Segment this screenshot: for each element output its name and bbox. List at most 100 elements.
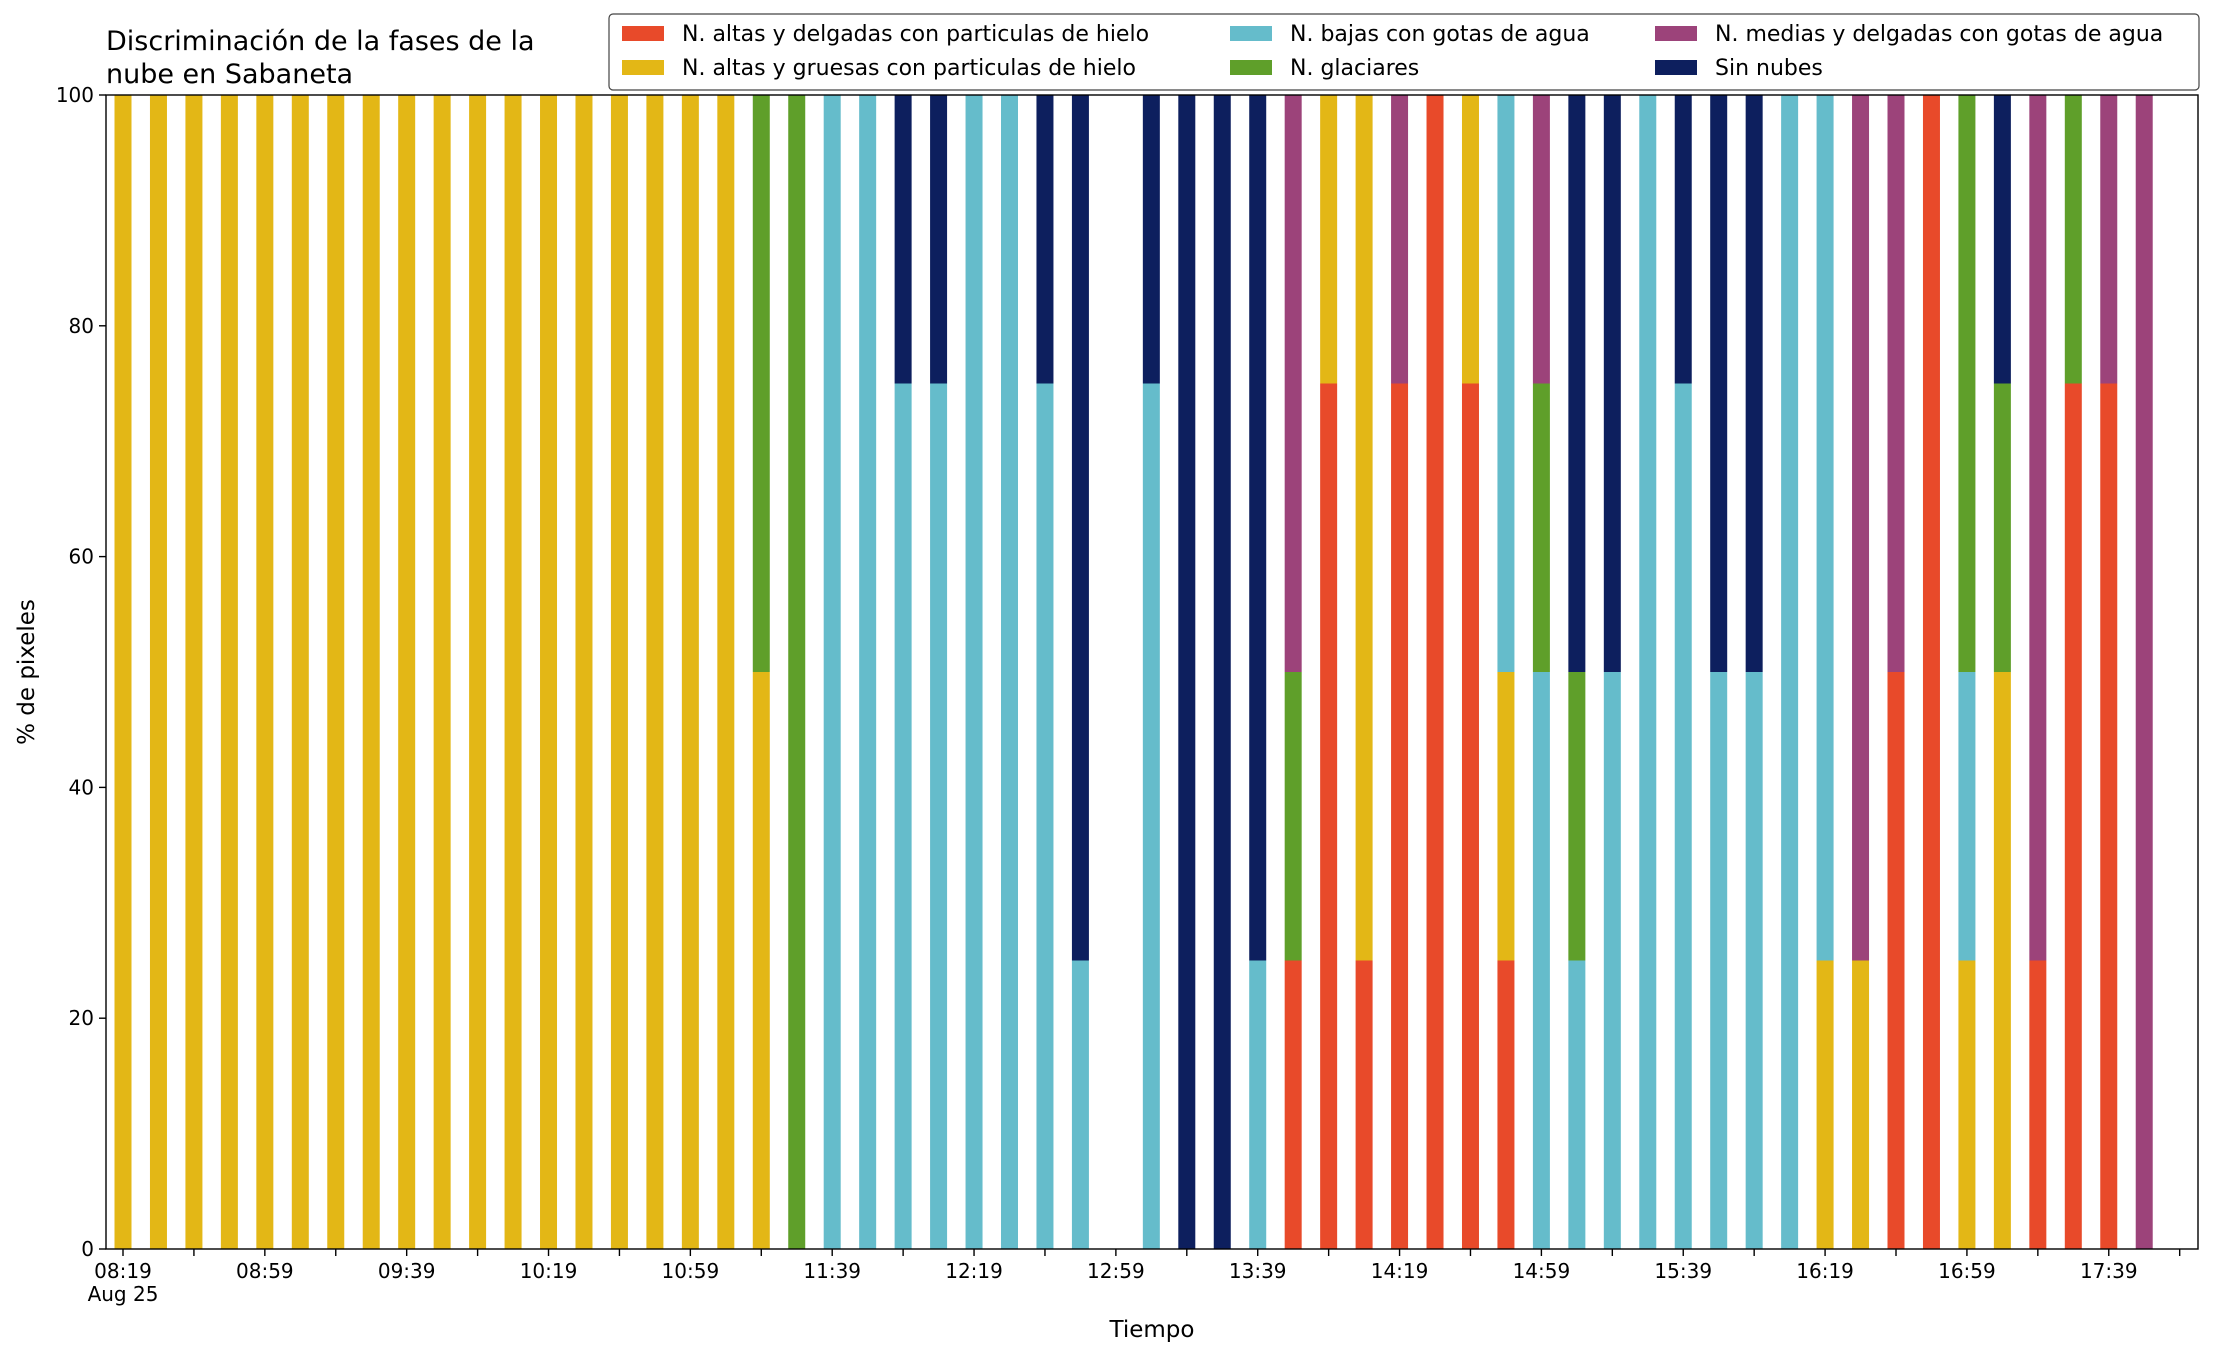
bar-segment bbox=[1958, 95, 1976, 672]
x-tick-label: 15:39 bbox=[1654, 1259, 1712, 1283]
bar-segment bbox=[1993, 95, 2011, 384]
bar-segment bbox=[1355, 960, 1373, 1249]
bar-segment bbox=[1639, 95, 1657, 1249]
bar-segment bbox=[1568, 672, 1586, 961]
bar-segment bbox=[1745, 95, 1763, 672]
bar-segment bbox=[859, 95, 877, 1249]
bar-segment bbox=[1532, 672, 1550, 1249]
y-axis-label: % de pixeles bbox=[14, 599, 40, 745]
bar-segment bbox=[1922, 95, 1940, 1249]
bar-segment bbox=[1249, 95, 1267, 961]
bar-segment bbox=[575, 95, 593, 1249]
bar-segment bbox=[646, 95, 664, 1249]
chart-title: Discriminación de la fases de la bbox=[106, 26, 535, 57]
bar-segment bbox=[433, 95, 451, 1249]
bar-segment bbox=[1001, 95, 1018, 1249]
bar-segment bbox=[1745, 672, 1763, 1249]
bar-segment bbox=[1816, 960, 1834, 1249]
x-tick-label: 12:19 bbox=[945, 1259, 1003, 1283]
bar-segment bbox=[1993, 672, 2011, 1249]
bar-segment bbox=[894, 95, 912, 384]
legend-label: N. altas y gruesas con particulas de hie… bbox=[682, 56, 1136, 81]
x-axis-label: Tiempo bbox=[1109, 1317, 1195, 1343]
bar-segment bbox=[823, 95, 841, 1249]
chart-title: nube en Sabaneta bbox=[106, 59, 353, 90]
bar-segment bbox=[2100, 95, 2118, 384]
bar-segment bbox=[1142, 383, 1160, 1249]
bar-segment bbox=[1142, 95, 1160, 384]
bar-segment bbox=[1426, 95, 1444, 1249]
x-tick-label: 08:19 bbox=[94, 1259, 152, 1283]
bar-segment bbox=[1674, 383, 1692, 1249]
bar-segment bbox=[149, 95, 167, 1249]
bar-segment bbox=[1497, 95, 1515, 672]
bar-segment bbox=[469, 95, 487, 1249]
x-tick-label: 10:19 bbox=[520, 1259, 578, 1283]
bar-segment bbox=[610, 95, 628, 1249]
legend-swatch bbox=[1655, 26, 1697, 41]
bar-segment bbox=[1710, 95, 1728, 672]
plot-frame bbox=[105, 94, 2199, 1250]
bar-segment bbox=[256, 95, 274, 1249]
bar-segment bbox=[1355, 95, 1373, 961]
x-tick-label: 16:19 bbox=[1796, 1259, 1854, 1283]
x-date-label: Aug 25 bbox=[88, 1282, 159, 1306]
bar-segment bbox=[2029, 960, 2047, 1249]
bar-segment bbox=[1071, 95, 1089, 961]
bar-segment bbox=[788, 95, 806, 1249]
legend-label: Sin nubes bbox=[1715, 56, 1823, 81]
x-tick-label: 14:19 bbox=[1371, 1259, 1429, 1283]
legend-swatch bbox=[622, 26, 664, 41]
bar-segment bbox=[1781, 95, 1799, 1249]
bar-segment bbox=[1213, 95, 1231, 1249]
legend-label: N. medias y delgadas con gotas de agua bbox=[1715, 22, 2163, 47]
legend-swatch bbox=[622, 60, 664, 75]
bar-segment bbox=[752, 672, 770, 1249]
bar-segment bbox=[1284, 672, 1302, 961]
bar-segment bbox=[1993, 383, 2011, 672]
bar-segment bbox=[2064, 383, 2082, 1249]
bar-segment bbox=[1887, 672, 1905, 1249]
bar-segment bbox=[1568, 960, 1586, 1249]
bar-segment bbox=[540, 95, 558, 1249]
y-tick-label: 40 bbox=[69, 775, 94, 799]
bar-segment bbox=[327, 95, 345, 1249]
bar-segment bbox=[1249, 960, 1267, 1249]
x-tick-label: 16:59 bbox=[1938, 1259, 1996, 1283]
bar-segment bbox=[1284, 95, 1302, 672]
legend-label: N. bajas con gotas de agua bbox=[1290, 22, 1590, 47]
bar-segment bbox=[1320, 95, 1338, 384]
bar-segment bbox=[1461, 383, 1479, 1249]
bar-segment bbox=[1036, 383, 1054, 1249]
y-tick-label: 0 bbox=[81, 1237, 94, 1261]
bar-segment bbox=[1958, 672, 1976, 961]
bar-segment bbox=[1497, 960, 1515, 1249]
bar-segment bbox=[1710, 672, 1728, 1249]
bar-segment bbox=[1532, 95, 1550, 384]
bar-segment bbox=[717, 95, 735, 1249]
x-tick-label: 13:39 bbox=[1229, 1259, 1287, 1283]
bar-segment bbox=[681, 95, 699, 1249]
bar-segment bbox=[1391, 95, 1409, 384]
bar-segment bbox=[1852, 95, 1870, 961]
bar-segment bbox=[1603, 95, 1621, 672]
x-tick-label: 12:59 bbox=[1087, 1259, 1145, 1283]
bar-segment bbox=[1568, 95, 1586, 672]
bar-segment bbox=[752, 95, 770, 672]
bar-segment bbox=[1071, 960, 1089, 1249]
bar-segment bbox=[1391, 383, 1409, 1249]
x-tick-label: 10:59 bbox=[662, 1259, 720, 1283]
bar-segment bbox=[114, 95, 132, 1249]
x-tick-label: 09:39 bbox=[378, 1259, 436, 1283]
x-tick-label: 14:59 bbox=[1513, 1259, 1571, 1283]
legend-label: N. altas y delgadas con particulas de hi… bbox=[682, 22, 1149, 47]
legend-swatch bbox=[1230, 60, 1272, 75]
bar-segment bbox=[1887, 95, 1905, 672]
bar-segment bbox=[1958, 960, 1976, 1249]
legend-swatch bbox=[1655, 60, 1697, 75]
bar-segment bbox=[2064, 95, 2082, 384]
bar-segment bbox=[965, 95, 983, 1249]
bar-segment bbox=[1284, 960, 1302, 1249]
bar-segment bbox=[2100, 383, 2118, 1249]
